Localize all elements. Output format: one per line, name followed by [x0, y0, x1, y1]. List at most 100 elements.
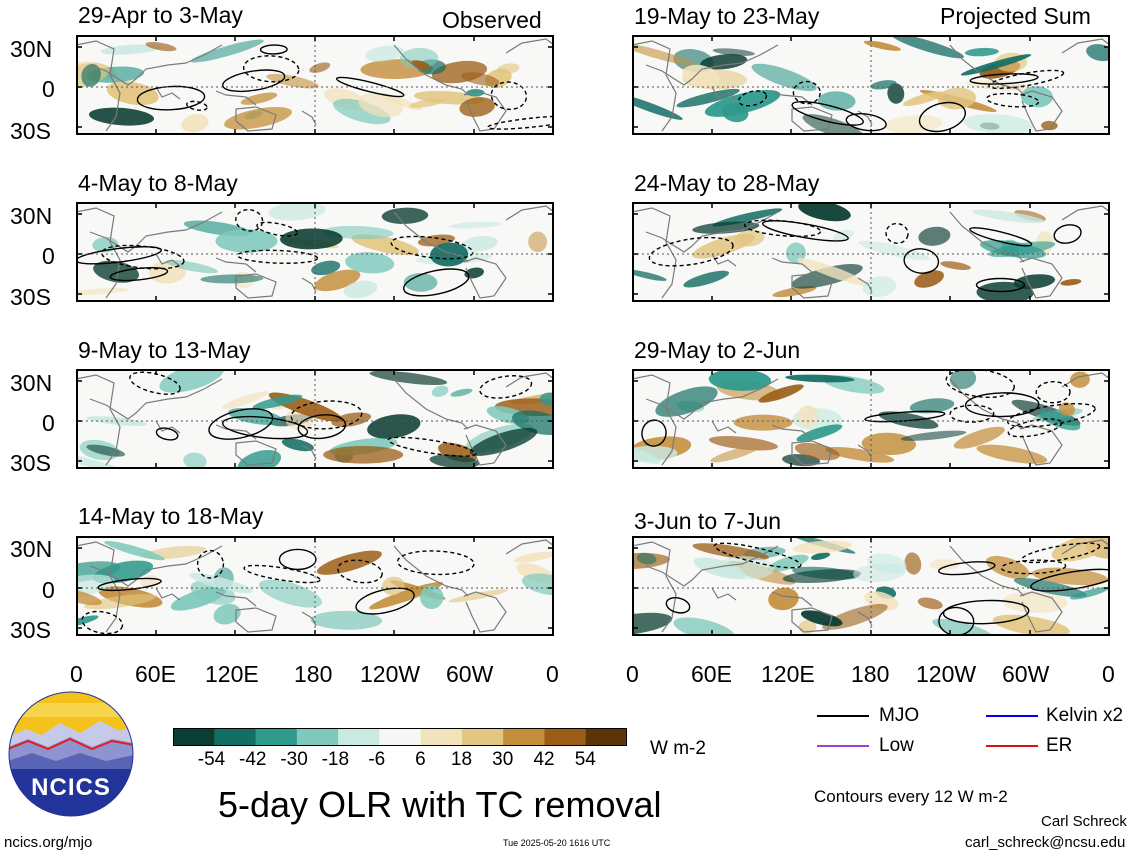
- coastline: [949, 211, 1025, 263]
- olr-anomaly-blob: [655, 386, 718, 417]
- olr-anomaly-blob: [863, 40, 901, 51]
- olr-anomaly-blob: [797, 405, 819, 427]
- coastline: [235, 440, 277, 466]
- map-panel-right-2: [632, 202, 1110, 302]
- olr-anomaly-blob: [539, 392, 554, 407]
- map-panel-left-2: [76, 202, 554, 302]
- legend-line-er: [986, 745, 1038, 747]
- olr-anomaly-blob: [917, 597, 943, 610]
- mjo-contour: [1053, 224, 1082, 244]
- legend-label-mjo: MJO: [879, 705, 920, 726]
- olr-anomaly-blob: [791, 264, 863, 289]
- map-panel-left-3: [76, 369, 554, 469]
- olr-anomaly-blob: [682, 64, 720, 88]
- olr-anomaly-blob: [367, 414, 421, 439]
- coastline: [949, 545, 1025, 597]
- coastline: [645, 211, 779, 253]
- ncics-logo: NCICS: [8, 691, 134, 817]
- map-panel-right-1: [632, 35, 1110, 135]
- author-email[interactable]: carl_schreck@ncsu.edu: [965, 834, 1126, 851]
- olr-anomaly-blob: [381, 576, 405, 596]
- olr-anomaly-blob: [632, 269, 667, 281]
- olr-anomaly-blob: [466, 88, 485, 97]
- x-tick: 120W: [360, 661, 421, 687]
- olr-anomaly-blob: [92, 236, 119, 253]
- coastline: [1019, 257, 1063, 299]
- coastline: [857, 611, 873, 627]
- map-panel-left-1: [76, 35, 554, 135]
- x-tick: 180: [851, 661, 890, 687]
- mjo-contour: [845, 113, 887, 132]
- coastline: [791, 106, 833, 132]
- olr-anomaly-blob: [448, 589, 508, 603]
- coastline: [711, 420, 737, 434]
- olr-anomaly-blob: [708, 369, 772, 391]
- x-tick: 60W: [446, 661, 494, 687]
- mjo-contour: [945, 369, 1015, 399]
- legend-label-kelvin: Kelvin x2: [1046, 705, 1124, 726]
- olr-anomaly-blob: [700, 54, 748, 70]
- olr-anomaly-blob: [904, 552, 922, 575]
- y-tick: 30S: [10, 284, 51, 310]
- coastline: [791, 440, 833, 466]
- colorbar-swatch: [255, 728, 298, 746]
- coastline: [857, 277, 873, 293]
- website-link[interactable]: ncics.org/mjo: [4, 834, 93, 851]
- olr-anomaly-blob: [785, 374, 855, 383]
- mjo-contour: [918, 101, 966, 133]
- colorbar-tick-label: 6: [415, 749, 426, 770]
- olr-anomaly-blob: [183, 452, 207, 469]
- olr-anomaly-blob: [796, 424, 843, 442]
- map-panel-right-3: [632, 369, 1110, 469]
- olr-anomaly-blob: [1013, 577, 1087, 598]
- coastline: [393, 545, 469, 597]
- olr-anomaly-blob: [751, 63, 817, 92]
- olr-anomaly-blob: [181, 113, 209, 133]
- olr-anomaly-blob: [692, 233, 755, 259]
- olr-anomaly-blob: [1002, 591, 1068, 613]
- mjo-contour: [256, 221, 298, 237]
- olr-anomaly-blob: [314, 269, 361, 292]
- mjo-contour: [1021, 542, 1101, 564]
- contours-note: Contours every 12 W m-2: [814, 787, 1008, 806]
- olr-anomaly-blob: [358, 92, 403, 118]
- map-panel-right-4: [632, 536, 1110, 636]
- mjo-contour: [648, 236, 734, 267]
- y-tick: 30S: [10, 617, 51, 643]
- olr-anomaly-blob: [862, 276, 897, 298]
- legend-label-low: Low: [879, 735, 914, 756]
- olr-anomaly-blob: [84, 594, 156, 610]
- panel-title-left-1: 29-Apr to 3-May: [78, 2, 243, 28]
- colorbar-tick-label: -30: [280, 749, 308, 770]
- coastline: [711, 587, 737, 601]
- olr-anomaly-blob: [937, 87, 976, 110]
- olr-anomaly-blob: [940, 261, 971, 270]
- mjo-contour: [155, 427, 179, 441]
- olr-anomaly-blob: [858, 240, 930, 261]
- mjo-contour: [97, 577, 162, 592]
- colorbar-tick-label: -54: [197, 749, 226, 770]
- olr-anomaly-blob: [76, 588, 102, 606]
- olr-anomaly-blob: [145, 41, 177, 52]
- olr-anomaly-blob: [825, 446, 895, 463]
- coastline: [89, 44, 223, 86]
- coastline: [771, 257, 813, 273]
- olr-anomaly-blob: [190, 39, 264, 63]
- mjo-contour: [390, 235, 474, 260]
- coastline: [301, 277, 317, 293]
- x-tick: 120E: [205, 661, 259, 687]
- mjo-contour: [903, 248, 940, 274]
- mjo-contour: [942, 599, 1030, 625]
- mjo-contour: [208, 408, 274, 440]
- coastline: [89, 545, 223, 587]
- x-tick: 60W: [1002, 661, 1050, 687]
- coastline: [301, 110, 317, 126]
- olr-anomaly-blob: [710, 445, 759, 463]
- olr-anomaly-blob: [972, 209, 1045, 224]
- olr-anomaly-blob: [918, 226, 951, 246]
- olr-anomaly-blob: [914, 270, 944, 288]
- coastline: [393, 211, 469, 263]
- coastline: [949, 44, 1025, 96]
- mjo-contour: [792, 80, 821, 105]
- coastline: [1019, 591, 1063, 633]
